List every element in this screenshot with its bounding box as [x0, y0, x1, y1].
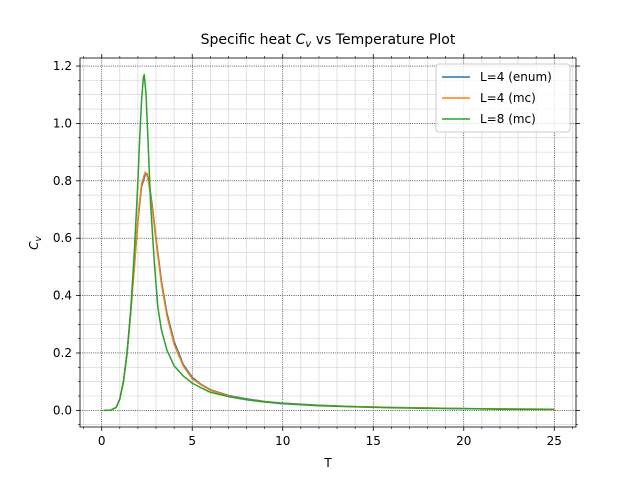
- x-axis-label: T: [323, 456, 332, 470]
- x-tick-label: 5: [188, 434, 196, 448]
- x-tick-label: 10: [275, 434, 290, 448]
- x-tick-label: 20: [456, 434, 471, 448]
- legend-label: L=4 (mc): [480, 91, 536, 105]
- series-line-3: [103, 73, 555, 412]
- y-tick-label: 0.6: [53, 231, 72, 245]
- x-tick-label: 0: [98, 434, 106, 448]
- y-axis-label: Cv: [27, 235, 44, 249]
- ticks: 0 5 10 15 20 25 0.0 0.2 0.4 0.6 0.8 1.0 1.2: [53, 54, 580, 448]
- y-tick-label: 0.8: [53, 174, 72, 188]
- legend-box: [435, 63, 571, 133]
- x-tick-label: 25: [547, 434, 562, 448]
- legend-label: L=4 (enum): [480, 70, 552, 84]
- series-layer: [103, 73, 555, 412]
- chart-title: Specific heat Cv vs Temperature Plot: [201, 32, 456, 50]
- y-tick-label: 0.2: [53, 346, 72, 360]
- plot-frame: [79, 57, 577, 428]
- legend: L=4 (enum) L=4 (mc) L=8 (mc): [435, 63, 571, 133]
- grid: [80, 58, 576, 427]
- legend-item: L=4 (enum): [442, 70, 552, 84]
- legend-item: L=8 (mc): [442, 112, 536, 126]
- y-tick-label: 1.2: [53, 59, 72, 73]
- x-tick-label: 15: [366, 434, 381, 448]
- y-tick-label: 0.0: [53, 403, 72, 417]
- legend-label: L=8 (mc): [480, 112, 536, 126]
- y-tick-label: 0.4: [53, 289, 72, 303]
- legend-item: L=4 (mc): [442, 91, 536, 105]
- y-tick-label: 1.0: [53, 116, 72, 130]
